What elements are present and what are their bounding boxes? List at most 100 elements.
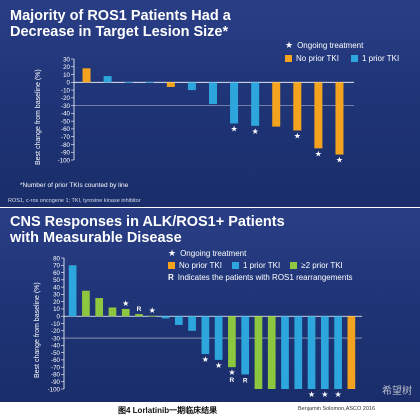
panel2-bar [307, 316, 316, 389]
panel2-bar [82, 290, 90, 317]
panel2-bar [174, 316, 183, 325]
panel1-tick-label: -50 [61, 118, 71, 125]
panel2-tick-label: 80 [53, 255, 60, 262]
legend-star-label: Ongoing treatment [297, 41, 364, 50]
panel2-bar [148, 315, 157, 317]
panel1-bar [230, 82, 239, 124]
figure-caption: 图4 Lorlatinib一期临床结果 [118, 406, 218, 415]
panel2-tick-label: 10 [53, 306, 60, 313]
legend-item-1-prior: 1 prior TKI [361, 54, 400, 63]
legend2-item-no-prior: No prior TKI [179, 261, 222, 270]
panel1-bar [124, 81, 133, 83]
panel2-ros1-marker: R [230, 377, 235, 384]
panel2-tick-label: -100 [48, 386, 61, 393]
panel2-bar [135, 314, 143, 317]
panel2-bar [68, 265, 77, 317]
panel1-tick-label: -90 [61, 150, 71, 157]
panel2-tick-label: -30 [51, 335, 61, 342]
panel2-bar [214, 316, 223, 360]
panel2-ongoing-star: ★ [122, 299, 129, 308]
panel1-bar [272, 82, 281, 127]
legend2-swatch-orange [168, 262, 175, 269]
panel1-tick-label: -20 [61, 95, 71, 102]
panel2-tick-label: -20 [51, 328, 61, 335]
panel2-ongoing-star: ★ [321, 390, 328, 399]
panel1-tick-label: 20 [63, 64, 70, 71]
panel2-bar [294, 316, 303, 389]
panel2-tick-label: 70 [53, 263, 60, 270]
panel2-title-line2: with Measurable Disease [10, 230, 182, 246]
legend2-r-note: Indicates the patients with ROS1 rearran… [177, 273, 353, 282]
panel1-title-line2: Decrease in Target Lesion Size* [10, 24, 229, 40]
panel1-bar [187, 82, 196, 91]
panel2-tick-label: 40 [53, 284, 60, 291]
panel2-tick-label: -90 [51, 379, 61, 386]
panel2-tick-label: 30 [53, 292, 60, 299]
star-icon: ★ [285, 40, 294, 50]
panel1-tick-label: -70 [61, 134, 71, 141]
panel2-tick-label: -50 [51, 350, 61, 357]
panel2-ongoing-star: ★ [149, 306, 156, 315]
panel2-bar [121, 308, 130, 317]
panel1-bar [335, 82, 344, 155]
panel2-ongoing-star: ★ [335, 390, 342, 399]
panel2-ongoing-star: ★ [308, 390, 315, 399]
panel2-bar [320, 316, 329, 389]
panel1-tick-label: 10 [63, 72, 70, 79]
panel2-tick-label: -80 [51, 372, 61, 379]
panel1-bar [293, 82, 302, 131]
legend-item-no-prior: No prior TKI [296, 54, 339, 63]
panel1-ongoing-star: ★ [336, 156, 343, 165]
panel-cns-responses: CNS Responses in ALK/ROS1+ Patients with… [0, 208, 420, 402]
legend-swatch-blue [350, 55, 358, 62]
panel1-bar [208, 82, 218, 105]
panel2-chart: 80706050403020100-10-20-30-40-50-60-70-8… [48, 255, 362, 399]
panel2-bar [108, 307, 117, 317]
legend2-item-1-prior: 1 prior TKI [242, 261, 281, 270]
panel2-bar [281, 316, 289, 389]
star-icon: ★ [168, 248, 177, 258]
legend2-swatch-blue [231, 262, 239, 269]
panel2-tick-label: -70 [51, 364, 61, 371]
panel1-tick-label: 0 [67, 80, 71, 87]
panel2-tick-label: -40 [51, 343, 61, 350]
panel1-bar [251, 82, 260, 126]
panel1-ongoing-star: ★ [230, 124, 237, 133]
panel1-tick-label: -100 [58, 157, 71, 164]
panel2-ongoing-star: ★ [228, 368, 235, 377]
legend2-star-label: Ongoing treatment [180, 249, 247, 258]
panel1-tick-label: -80 [61, 142, 71, 149]
panel1-abbreviations: ROS1, c-ros oncogene 1; TKI, tyrosine ki… [8, 198, 141, 204]
panel1-tick-label: -40 [61, 111, 71, 118]
panel2-tick-label: -10 [51, 321, 61, 328]
panel2-tick-label: 60 [53, 270, 60, 277]
legend2-swatch-green [290, 262, 298, 269]
legend2-item-2-prior: ≥2 prior TKI [301, 261, 343, 270]
panel2-legend: ★ Ongoing treatment No prior TKI 1 prior … [168, 248, 353, 283]
source-credit: Benjamin Solomon,ASCO 2016 [298, 406, 376, 412]
panel2-bar [188, 316, 196, 331]
panel2-tick-label: -60 [51, 357, 61, 364]
panel1-bar [103, 76, 112, 83]
panel2-tick-label: 0 [57, 314, 61, 321]
panel-ros1-lesion: Majority of ROS1 Patients Had a Decrease… [0, 0, 420, 207]
panel1-tick-label: -30 [61, 103, 71, 110]
panel1-tick-label: -60 [61, 126, 71, 133]
panel1-legend: ★ Ongoing treatment No prior TKI 1 prior … [285, 40, 399, 64]
panel1-bar [145, 81, 154, 83]
panel2-bar [228, 316, 236, 368]
panel2-ros1-marker: R [243, 377, 248, 384]
panel2-bar [201, 316, 210, 355]
panel1-bar [314, 82, 323, 149]
panel1-tick-label: 30 [63, 56, 70, 63]
panel2-ongoing-star: ★ [202, 355, 209, 364]
panel2-ros1-marker: R [137, 306, 142, 313]
panel2-ongoing-star: ★ [215, 361, 222, 370]
watermark: 希望树 [382, 386, 412, 397]
panel1-ongoing-star: ★ [315, 149, 322, 158]
panel2-bar [241, 316, 250, 375]
panel1-bar [166, 82, 175, 87]
panel2-bar [267, 316, 276, 389]
